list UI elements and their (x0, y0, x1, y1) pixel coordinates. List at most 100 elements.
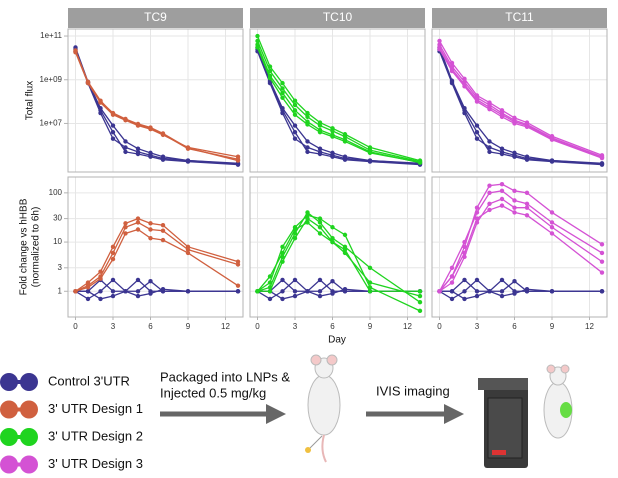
data-point (293, 123, 297, 127)
data-point (600, 162, 604, 166)
data-point (462, 240, 466, 244)
data-point (148, 125, 152, 129)
data-point (136, 227, 140, 231)
data-point (500, 115, 504, 119)
data-point (280, 289, 284, 293)
arrow-head (266, 404, 286, 424)
legend-swatch (0, 401, 18, 419)
x-tick-label: 6 (330, 322, 335, 331)
data-point (500, 278, 504, 282)
data-point (111, 294, 115, 298)
data-point (450, 274, 454, 278)
y-tick-label: 10 (53, 237, 62, 246)
data-point (475, 278, 479, 282)
y-tick-label: 30 (53, 214, 62, 223)
data-point (462, 84, 466, 88)
data-point (512, 121, 516, 125)
data-point (318, 216, 322, 220)
data-point (500, 289, 504, 293)
data-point (161, 287, 165, 291)
data-point (487, 289, 491, 293)
data-point (111, 245, 115, 249)
data-point (148, 227, 152, 231)
data-point (123, 221, 127, 225)
data-point (136, 289, 140, 293)
data-point (525, 287, 529, 291)
data-point (86, 289, 90, 293)
data-point (512, 210, 516, 214)
strip-label: TC9 (144, 10, 167, 24)
data-point (98, 277, 102, 281)
data-point (236, 155, 240, 159)
ivis-machine (478, 378, 528, 468)
data-point (186, 146, 190, 150)
x-tick-label: 0 (255, 322, 260, 331)
data-point (330, 291, 334, 295)
data-point (318, 231, 322, 235)
data-point (148, 221, 152, 225)
data-point (111, 123, 115, 127)
x-tick-label: 3 (475, 322, 480, 331)
workflow: Packaged into LNPs & Injected 0.5 mg/kg … (160, 355, 572, 468)
data-point (512, 205, 516, 209)
data-point (86, 297, 90, 301)
data-point (450, 69, 454, 73)
data-point (186, 245, 190, 249)
data-point (98, 269, 102, 273)
data-point (500, 294, 504, 298)
data-point (475, 123, 479, 127)
data-point (186, 251, 190, 255)
panel (68, 29, 243, 172)
y-axis-label: (normalized to 6h) (31, 207, 42, 288)
data-point (305, 150, 309, 154)
data-point (525, 202, 529, 206)
data-point (293, 103, 297, 107)
data-point (550, 210, 554, 214)
x-tick-label: 3 (293, 322, 298, 331)
x-tick-label: 0 (437, 322, 442, 331)
data-point (161, 229, 165, 233)
data-point (487, 150, 491, 154)
data-point (450, 289, 454, 293)
data-point (600, 270, 604, 274)
step-text: Packaged into LNPs & (160, 369, 290, 384)
data-point (512, 198, 516, 202)
x-tick-label: 12 (585, 322, 594, 331)
data-point (293, 278, 297, 282)
data-point (330, 134, 334, 138)
data-point (475, 216, 479, 220)
data-point (318, 123, 322, 127)
data-point (512, 189, 516, 193)
legend-swatch (20, 373, 38, 391)
data-point (318, 289, 322, 293)
data-point (255, 289, 259, 293)
data-point (368, 266, 372, 270)
data-point (512, 291, 516, 295)
data-point (268, 289, 272, 293)
data-point (98, 289, 102, 293)
data-point (512, 155, 516, 159)
data-point (343, 251, 347, 255)
y-tick-label: 1e+09 (40, 75, 63, 84)
data-point (268, 76, 272, 80)
data-point (161, 131, 165, 135)
data-point (600, 289, 604, 293)
data-point (86, 280, 90, 284)
legend-swatch (0, 456, 18, 474)
data-point (450, 297, 454, 301)
data-point (293, 236, 297, 240)
data-point (330, 240, 334, 244)
data-point (475, 294, 479, 298)
data-point (487, 208, 491, 212)
data-point (318, 225, 322, 229)
data-point (525, 125, 529, 129)
data-point (111, 257, 115, 261)
data-point (268, 297, 272, 301)
data-point (123, 139, 127, 143)
data-point (330, 225, 334, 229)
step-text: Injected 0.5 mg/kg (160, 385, 266, 400)
data-point (450, 80, 454, 84)
data-point (462, 251, 466, 255)
data-point (318, 152, 322, 156)
legend-label: 3' UTR Design 3 (48, 456, 143, 471)
